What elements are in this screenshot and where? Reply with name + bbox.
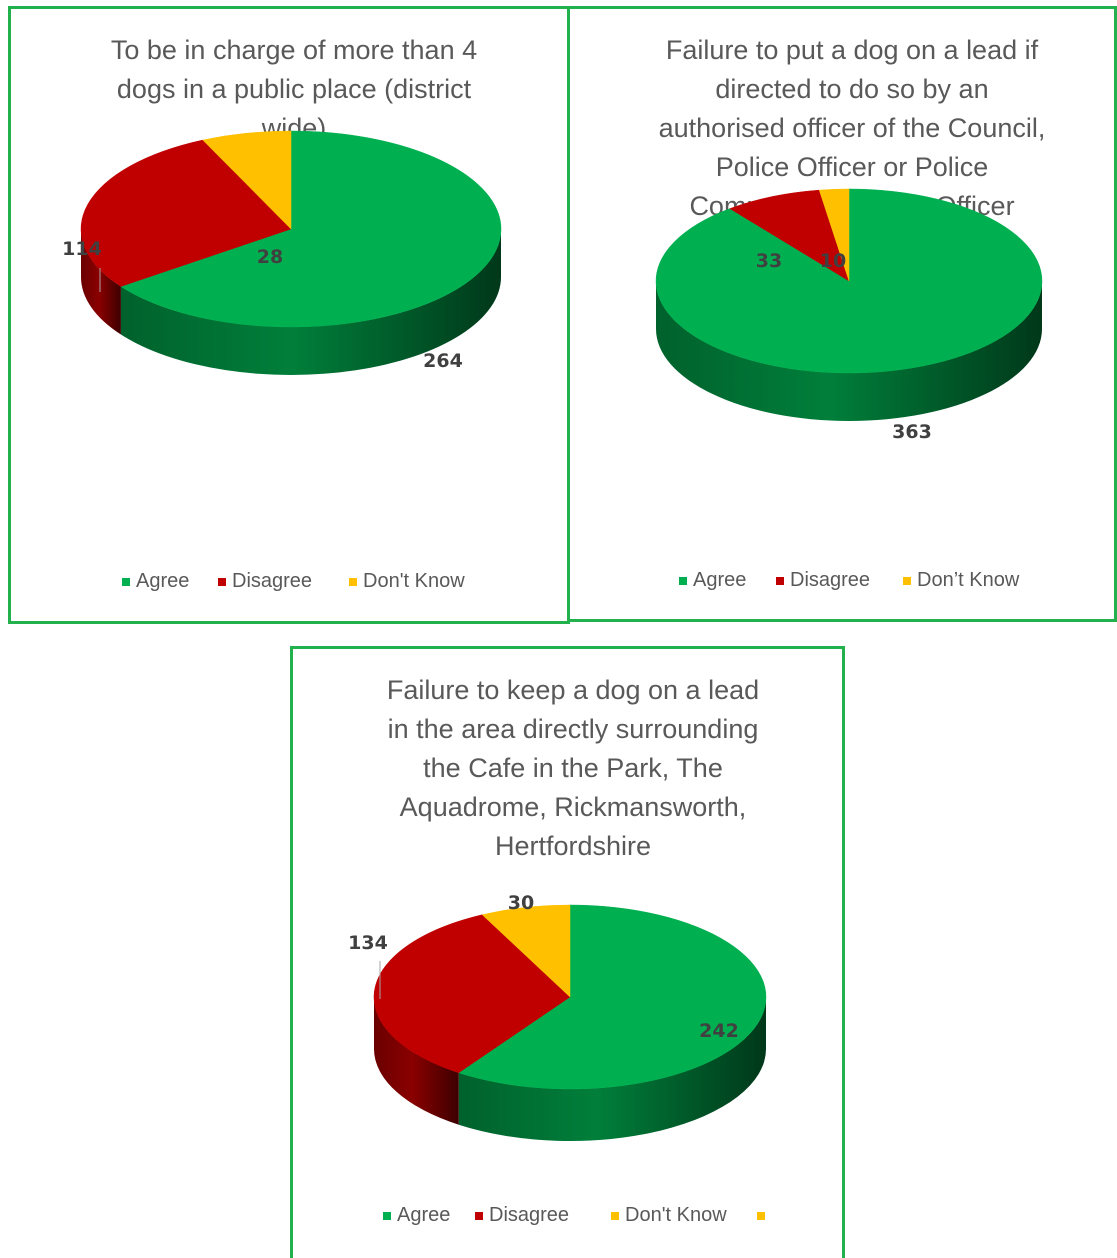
legend-label: Don’t Know	[917, 569, 1020, 591]
legend-marker	[903, 577, 911, 585]
pie-slice-agree	[655, 188, 1043, 374]
data-label: 33	[756, 250, 782, 272]
legend-label: Agree	[136, 570, 189, 592]
chart-title-line: Hertfordshire	[495, 831, 651, 861]
chart-title-line: Failure to keep a dog on a lead	[387, 675, 759, 705]
pie-slice-disagree	[729, 189, 850, 282]
data-label: 114	[62, 238, 102, 260]
data-label: 28	[257, 246, 283, 268]
pie-chart-2: Failure to put a dog on a lead if directe…	[655, 35, 1046, 591]
chart-title-line: in the area directly surrounding	[388, 714, 759, 744]
chart-legend: Agree Disagree Don’t Know	[679, 569, 1020, 591]
legend-marker	[611, 1212, 619, 1220]
data-label: 264	[423, 350, 463, 372]
chart-title-line: Failure to put a dog on a lead if	[666, 35, 1039, 65]
chart-title: Failure to keep a dog on a lead in the ar…	[387, 675, 759, 861]
data-label: 242	[699, 1020, 739, 1042]
data-label: 134	[348, 932, 388, 954]
chart-title: To be in charge of more than 4 dogs in a …	[111, 35, 477, 143]
legend-label: Don't Know	[363, 570, 465, 592]
pie-slice-side	[458, 997, 766, 1141]
data-label: 363	[892, 421, 932, 443]
data-label: 10	[820, 250, 846, 272]
chart-panel-3: Failure to keep a dog on a lead in the ar…	[290, 646, 845, 1258]
chart-title-line: Aquadrome, Rickmansworth,	[400, 792, 747, 822]
pie-slice-side	[374, 997, 459, 1125]
chart-title-line: dogs in a public place (district	[117, 74, 472, 104]
chart-title-line: directed to do so by an	[715, 74, 988, 104]
chart-title-line: authorised officer of the Council,	[659, 113, 1046, 143]
data-label: 30	[508, 892, 534, 914]
pie-slice-disagree	[80, 139, 292, 287]
pie-slice-don-t-know	[202, 130, 292, 230]
legend-marker	[757, 1212, 765, 1220]
chart-title-line: Police Officer or Police	[716, 152, 989, 182]
pie-chart-1: To be in charge of more than 4 dogs in a …	[62, 35, 502, 592]
legend-marker	[776, 577, 784, 585]
pie-slice-don-t-know	[481, 904, 571, 998]
pie-chart-3: Failure to keep a dog on a lead in the ar…	[348, 675, 767, 1226]
chart-title-line: To be in charge of more than 4	[111, 35, 477, 65]
legend-label: Don't Know	[625, 1204, 727, 1226]
legend-marker	[349, 578, 357, 586]
legend-marker	[218, 578, 226, 586]
legend-label: Agree	[397, 1204, 450, 1226]
legend-label: Disagree	[790, 569, 870, 591]
legend-label: Disagree	[489, 1204, 569, 1226]
pie-slice-disagree	[373, 914, 571, 1074]
chart-panel-1: To be in charge of more than 4 dogs in a …	[8, 6, 570, 624]
chart-title-line: the Cafe in the Park, The	[423, 753, 723, 783]
pie-slice-agree	[120, 130, 502, 328]
chart-legend: Agree Disagree Don't Know	[383, 1204, 765, 1226]
legend-marker	[383, 1212, 391, 1220]
pie-slice-side	[120, 229, 502, 375]
pie-slice-agree	[458, 904, 767, 1090]
legend-label: Disagree	[232, 570, 312, 592]
chart-legend: Agree Disagree Don't Know	[122, 570, 465, 592]
pie-slice-don-t-know	[818, 188, 850, 282]
legend-marker	[122, 578, 130, 586]
pie-slice-side	[81, 229, 121, 335]
legend-label: Agree	[693, 569, 746, 591]
pie-slice-side	[656, 281, 1042, 421]
legend-marker	[679, 577, 687, 585]
legend-marker	[475, 1212, 483, 1220]
chart-panel-2: Failure to put a dog on a lead if directe…	[567, 6, 1117, 622]
